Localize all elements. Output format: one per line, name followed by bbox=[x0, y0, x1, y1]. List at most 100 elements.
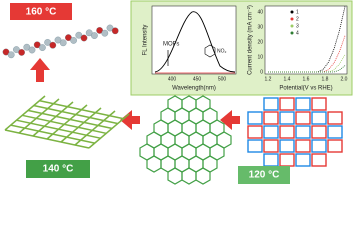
atom bbox=[39, 44, 46, 51]
y-axis-label: FL Intensity bbox=[143, 25, 149, 56]
grid-bar bbox=[74, 110, 116, 146]
molecular-chain bbox=[2, 24, 119, 59]
atom bbox=[111, 27, 119, 35]
y-tick-label: 40 bbox=[257, 9, 263, 15]
tag-box bbox=[26, 160, 90, 178]
curve-label: MOFs bbox=[163, 42, 179, 48]
atom bbox=[2, 48, 10, 56]
x-tick-label: 1.4 bbox=[284, 76, 291, 82]
x-tick-label: 2.0 bbox=[341, 76, 348, 82]
x-axis-label: Wavelength(nm) bbox=[172, 86, 216, 92]
lattice-cell bbox=[263, 111, 279, 125]
x-tick-label: 450 bbox=[193, 76, 202, 82]
lattice-cell bbox=[263, 139, 279, 153]
temperature-label: 160 °C bbox=[26, 7, 57, 18]
lattice-cell bbox=[263, 97, 279, 111]
atom bbox=[106, 24, 114, 32]
lattice-cell bbox=[279, 97, 295, 111]
atom bbox=[49, 41, 57, 49]
legend-label: 2 bbox=[296, 16, 299, 22]
hex-grid bbox=[139, 95, 232, 185]
hex-cell bbox=[146, 155, 162, 173]
curve bbox=[268, 65, 346, 73]
lattice-cell bbox=[279, 153, 295, 167]
legend-marker bbox=[290, 24, 294, 28]
y-tick-label: 0 bbox=[260, 69, 263, 75]
y-tick-label: 20 bbox=[257, 39, 263, 45]
legend-marker bbox=[290, 17, 294, 21]
atom bbox=[33, 41, 41, 49]
x-tick-label: 400 bbox=[168, 76, 177, 82]
hex-cell bbox=[195, 167, 211, 185]
atom bbox=[7, 51, 15, 59]
atom bbox=[13, 46, 20, 53]
grid-bar bbox=[60, 107, 102, 143]
lattice-cell bbox=[247, 111, 263, 125]
atom bbox=[23, 43, 31, 51]
x-axis-label: Potential(V vs RHE) bbox=[279, 86, 332, 92]
atom bbox=[65, 34, 72, 41]
grid-bar bbox=[88, 113, 130, 149]
atom bbox=[91, 32, 98, 39]
legend-marker bbox=[290, 10, 294, 14]
lattice-cell bbox=[279, 111, 295, 125]
lattice-cell bbox=[279, 139, 295, 153]
y-tick-label: 10 bbox=[257, 54, 263, 60]
lattice-cell bbox=[311, 125, 327, 139]
legend-label: 3 bbox=[296, 23, 299, 29]
x-tick-label: 1.8 bbox=[322, 76, 329, 82]
y-axis-label: Current density (mA cm⁻²) bbox=[248, 5, 254, 75]
hex-cell bbox=[167, 167, 183, 185]
grid-bar bbox=[39, 99, 124, 120]
lattice-cell bbox=[295, 139, 311, 153]
tag-box bbox=[10, 3, 72, 20]
legend-label: 4 bbox=[296, 30, 299, 36]
lattice-cell bbox=[263, 153, 279, 167]
lattice-cell bbox=[327, 125, 343, 139]
grid-bar bbox=[32, 101, 74, 137]
lattice-cell bbox=[311, 97, 327, 111]
temperature-label: 140 °C bbox=[43, 164, 74, 175]
lattice-cell bbox=[247, 125, 263, 139]
colored-lattice bbox=[247, 97, 343, 167]
lattice-cell bbox=[327, 139, 343, 153]
lattice-cell bbox=[279, 125, 295, 139]
lattice-cell bbox=[311, 139, 327, 153]
lattice-cell bbox=[295, 125, 311, 139]
plot-frame bbox=[264, 5, 348, 75]
grid-bar bbox=[46, 104, 88, 140]
graphical-abstract: 160 °C FL Intensity 400 450 500 Waveleng… bbox=[2, 0, 353, 185]
curves bbox=[268, 6, 346, 73]
arrow-up bbox=[30, 58, 50, 82]
x-tick-label: 500 bbox=[218, 76, 227, 82]
x-tick-label: 1.6 bbox=[303, 76, 310, 82]
arrow-left bbox=[220, 110, 240, 130]
atom bbox=[44, 39, 51, 46]
atom bbox=[18, 49, 25, 56]
tag-box bbox=[238, 166, 290, 184]
temperature-label: 120 °C bbox=[249, 170, 280, 181]
lattice-cell bbox=[327, 111, 343, 125]
lattice-cell bbox=[247, 139, 263, 153]
lattice-cell bbox=[311, 111, 327, 125]
legend-marker bbox=[290, 31, 294, 35]
lattice-cell bbox=[295, 111, 311, 125]
atom bbox=[85, 29, 93, 37]
atom bbox=[70, 37, 77, 44]
x-tick-label: 1.2 bbox=[265, 76, 272, 82]
arrow-left bbox=[120, 110, 140, 130]
atom bbox=[96, 27, 103, 34]
atom bbox=[101, 29, 109, 37]
substituent-label: NO₂ bbox=[217, 48, 227, 54]
grid-bar bbox=[4, 95, 46, 131]
atom bbox=[28, 46, 36, 54]
lattice-cell bbox=[311, 153, 327, 167]
curve bbox=[154, 11, 236, 73]
page: 160 °C FL Intensity 400 450 500 Waveleng… bbox=[2, 0, 353, 185]
atom bbox=[80, 34, 88, 42]
y-tick-label: 30 bbox=[257, 24, 263, 30]
legend-label: 1 bbox=[296, 9, 299, 15]
lattice-cell bbox=[263, 125, 279, 139]
atom bbox=[75, 31, 83, 39]
